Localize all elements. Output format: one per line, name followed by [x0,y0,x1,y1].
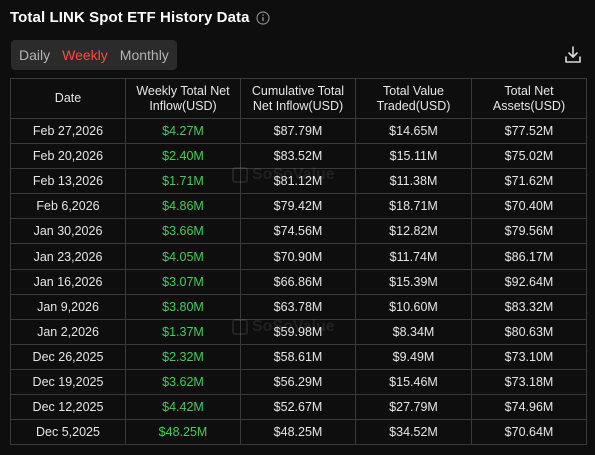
table-header-row: Date Weekly Total Net Inflow(USD) Cumula… [10,78,587,119]
total-net-assets-cell: $73.10M [471,343,587,370]
total-net-assets-cell: $70.40M [471,193,587,220]
date-cell: Dec 5,2025 [10,419,126,446]
download-icon[interactable] [563,45,583,65]
column-header-total-net-assets: Total Net Assets(USD) [471,78,587,119]
total-net-assets-cell: $80.63M [471,318,587,345]
total-value-traded-cell: $11.74M [355,243,472,270]
total-net-assets-cell: $74.96M [471,394,587,421]
total-net-assets-cell: $70.64M [471,419,587,446]
cumulative-net-inflow-cell: $56.29M [240,368,356,396]
total-net-assets-cell: $86.17M [471,243,587,270]
date-cell: Dec 26,2025 [10,343,126,370]
total-value-traded-cell: $8.34M [355,318,472,345]
cumulative-net-inflow-cell: $83.52M [240,143,356,170]
total-net-assets-cell: $71.62M [471,168,587,195]
column-header-total-value-traded: Total Value Traded(USD) [355,78,472,119]
table-row: Feb 13,2026 $1.71M $81.12M $11.38M $71.62M [10,168,587,195]
table-row: Feb 6,2026 $4.86M $79.42M $18.71M $70.40M [10,193,587,220]
column-header-cumulative-net-inflow: Cumulative Total Net Inflow(USD) [240,78,356,119]
weekly-net-inflow-cell: $4.86M [125,193,241,220]
table-row: Dec 12,2025 $4.42M $52.67M $27.79M $74.96M [10,394,587,421]
weekly-net-inflow-cell: $2.32M [125,343,241,370]
table-row: Dec 26,2025 $2.32M $58.61M $9.49M $73.10M [10,343,587,370]
date-cell: Jan 30,2026 [10,218,126,245]
cumulative-net-inflow-cell: $59.98M [240,318,356,345]
total-value-traded-cell: $15.39M [355,268,472,295]
date-cell: Feb 27,2026 [10,117,126,145]
table-row: Jan 23,2026 $4.05M $70.90M $11.74M $86.17M [10,243,587,270]
table-row: Jan 30,2026 $3.66M $74.56M $12.82M $79.56M [10,218,587,245]
etf-history-table-container: Date Weekly Total Net Inflow(USD) Cumula… [10,78,587,446]
total-value-traded-cell: $11.38M [355,168,472,195]
date-cell: Feb 6,2026 [10,193,126,220]
weekly-net-inflow-cell: $3.07M [125,268,241,295]
table-body: Feb 27,2026 $4.27M $87.79M $14.65M $77.52M Fe… [10,117,587,446]
total-value-traded-cell: $10.60M [355,293,472,320]
cumulative-net-inflow-cell: $87.79M [240,117,356,145]
weekly-net-inflow-cell: $4.27M [125,117,241,145]
cumulative-net-inflow-cell: $66.86M [240,268,356,295]
table-row: Dec 5,2025 $48.25M $48.25M $34.52M $70.64M [10,419,587,446]
weekly-net-inflow-cell: $3.80M [125,293,241,320]
header: Total LINK Spot ETF History Data [10,9,270,26]
tab-weekly[interactable]: Weekly [62,47,108,63]
total-value-traded-cell: $12.82M [355,218,472,245]
table-row: Jan 2,2026 $1.37M $59.98M $8.34M $80.63M [10,318,587,345]
table-row: Feb 27,2026 $4.27M $87.79M $14.65M $77.52M [10,117,587,145]
table-row: Jan 9,2026 $3.80M $63.78M $10.60M $83.32M [10,293,587,320]
total-net-assets-cell: $77.52M [471,117,587,145]
date-cell: Jan 23,2026 [10,243,126,270]
weekly-net-inflow-cell: $3.62M [125,368,241,396]
date-cell: Jan 9,2026 [10,293,126,320]
weekly-net-inflow-cell: $1.71M [125,168,241,195]
total-net-assets-cell: $75.02M [471,143,587,170]
total-value-traded-cell: $15.11M [355,143,472,170]
cumulative-net-inflow-cell: $63.78M [240,293,356,320]
weekly-net-inflow-cell: $1.37M [125,318,241,345]
total-net-assets-cell: $92.64M [471,268,587,295]
weekly-net-inflow-cell: $2.40M [125,143,241,170]
total-value-traded-cell: $14.65M [355,117,472,145]
weekly-net-inflow-cell: $48.25M [125,419,241,446]
tab-daily[interactable]: Daily [19,47,51,63]
info-icon[interactable] [256,10,270,25]
total-value-traded-cell: $18.71M [355,193,472,220]
cumulative-net-inflow-cell: $58.61M [240,343,356,370]
column-header-weekly-net-inflow: Weekly Total Net Inflow(USD) [125,78,241,119]
date-cell: Feb 20,2026 [10,143,126,170]
cumulative-net-inflow-cell: $48.25M [240,419,356,446]
table-row: Feb 20,2026 $2.40M $83.52M $15.11M $75.02M [10,143,587,170]
weekly-net-inflow-cell: $3.66M [125,218,241,245]
date-cell: Dec 19,2025 [10,368,126,396]
period-tabs: Daily Weekly Monthly [11,40,177,70]
weekly-net-inflow-cell: $4.05M [125,243,241,270]
page-title: Total LINK Spot ETF History Data [10,9,250,26]
date-cell: Jan 2,2026 [10,318,126,345]
total-value-traded-cell: $9.49M [355,343,472,370]
total-net-assets-cell: $83.32M [471,293,587,320]
cumulative-net-inflow-cell: $52.67M [240,394,356,421]
total-net-assets-cell: $79.56M [471,218,587,245]
date-cell: Feb 13,2026 [10,168,126,195]
tab-monthly[interactable]: Monthly [119,47,169,63]
etf-history-table: Date Weekly Total Net Inflow(USD) Cumula… [10,78,587,446]
table-row: Dec 19,2025 $3.62M $56.29M $15.46M $73.18M [10,368,587,396]
table-row: Jan 16,2026 $3.07M $66.86M $15.39M $92.64M [10,268,587,295]
cumulative-net-inflow-cell: $70.90M [240,243,356,270]
date-cell: Jan 16,2026 [10,268,126,295]
total-value-traded-cell: $27.79M [355,394,472,421]
column-header-date: Date [10,78,126,119]
cumulative-net-inflow-cell: $79.42M [240,193,356,220]
date-cell: Dec 12,2025 [10,394,126,421]
total-value-traded-cell: $15.46M [355,368,472,396]
total-net-assets-cell: $73.18M [471,368,587,396]
cumulative-net-inflow-cell: $74.56M [240,218,356,245]
cumulative-net-inflow-cell: $81.12M [240,168,356,195]
total-value-traded-cell: $34.52M [355,419,472,446]
weekly-net-inflow-cell: $4.42M [125,394,241,421]
